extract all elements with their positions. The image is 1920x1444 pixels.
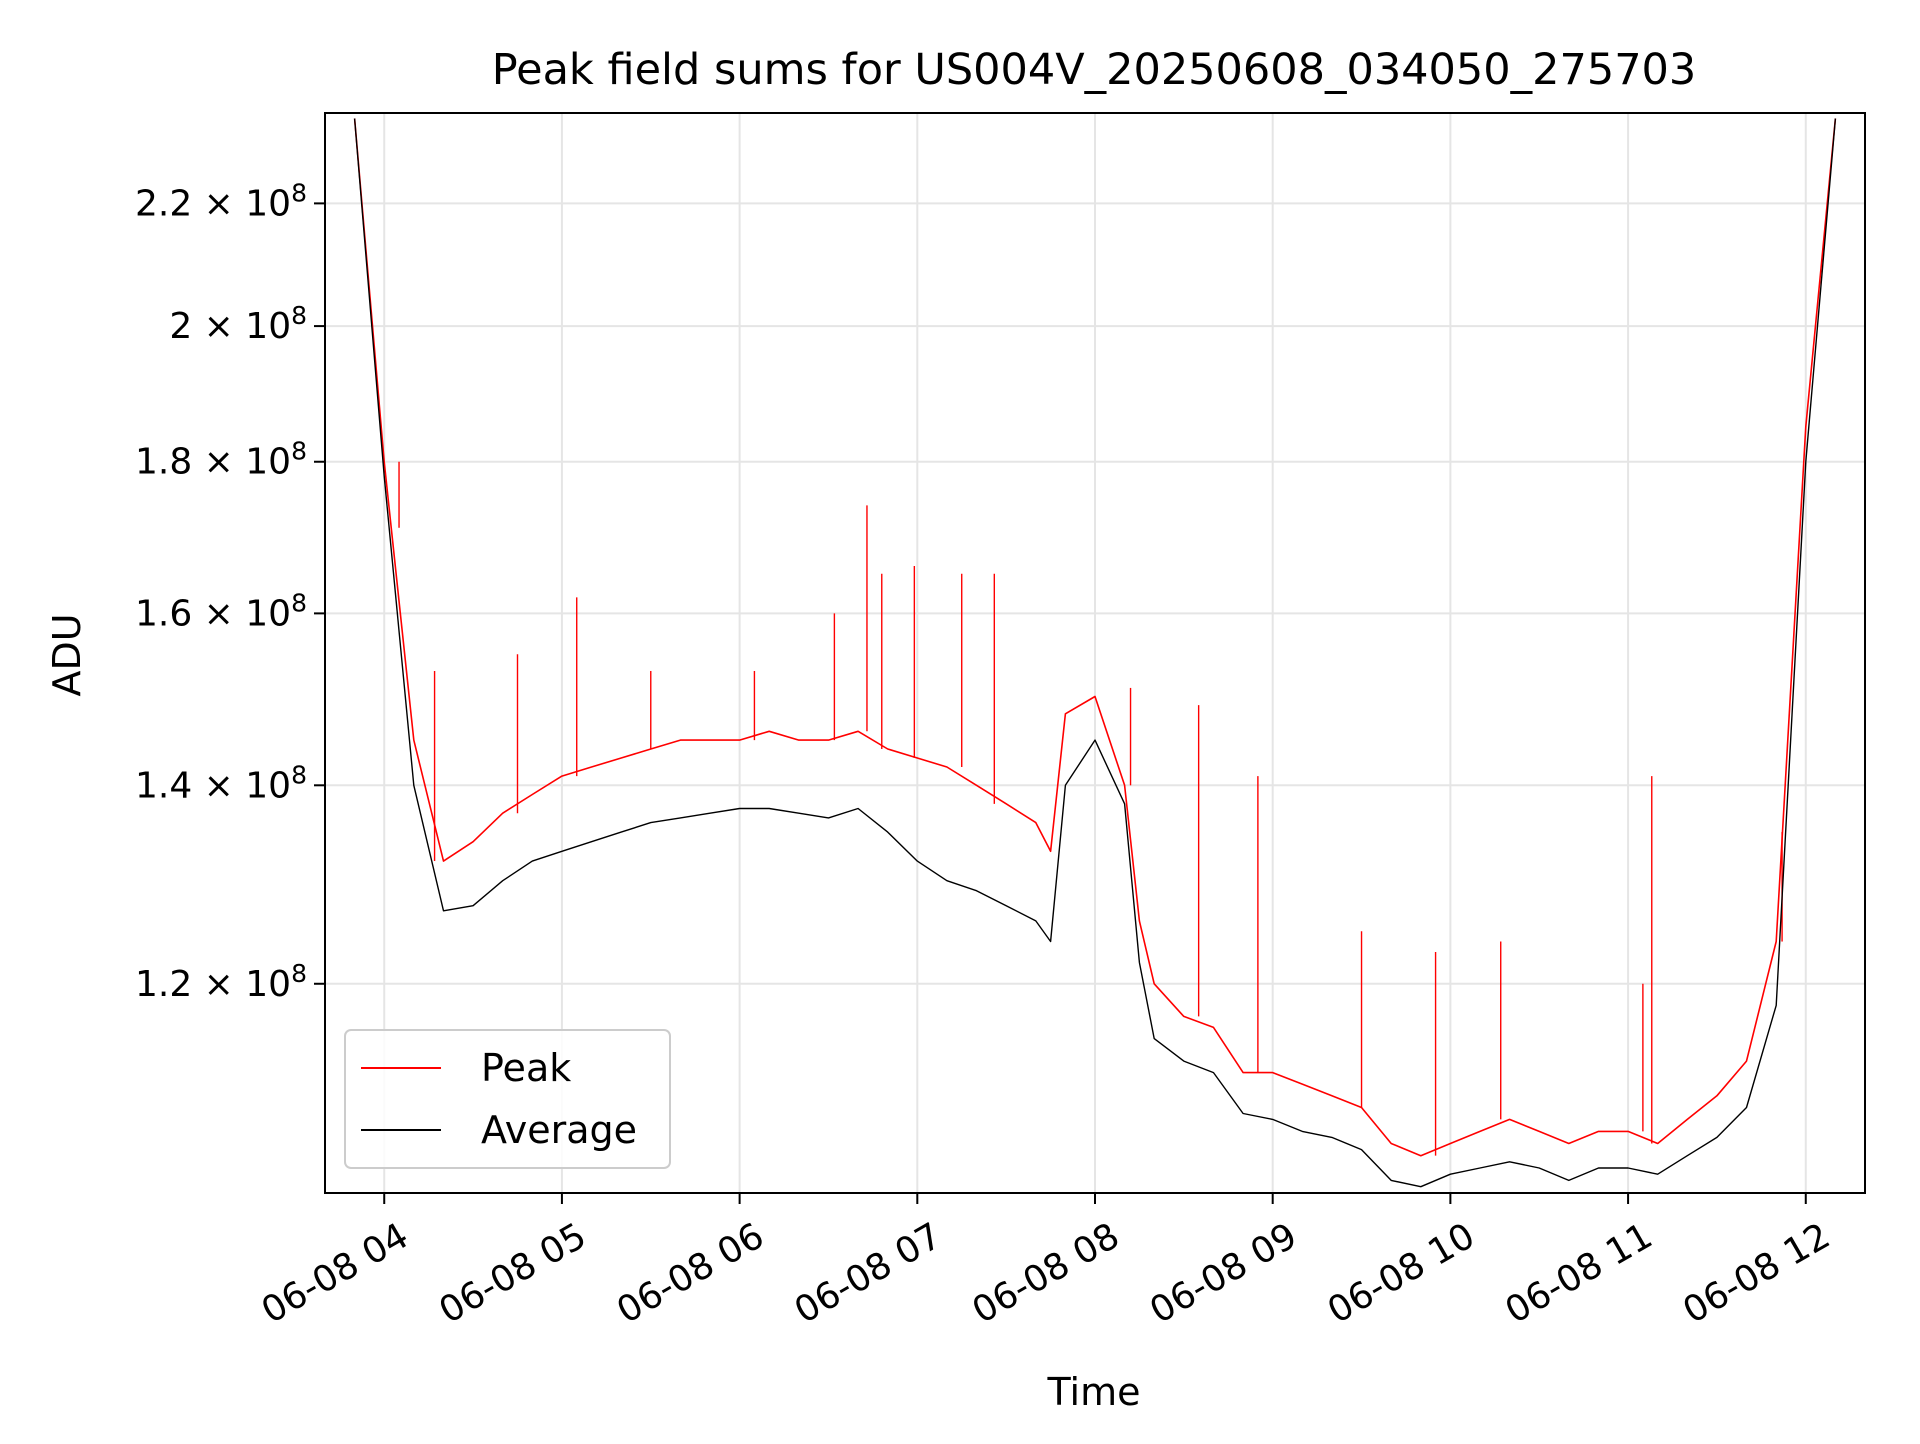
series-line-peak [353,118,1837,1157]
series-layer [353,118,1837,1188]
y-tick-label: 1.2 × 108 [135,958,307,1005]
legend: Peak Average [344,1029,671,1169]
series-line-average [353,118,1837,1188]
y-axis-label: ADU [45,613,89,696]
y-tick-label: 2.2 × 108 [135,178,307,225]
chart-title: Peak field sums for US004V_20250608_0340… [492,45,1697,95]
legend-label-peak: Peak [481,1046,571,1090]
y-axis: 1.2 × 108 1.4 × 108 1.6 × 108 1.8 × 108 2 × … [135,178,325,1005]
y-tick-label: 1.4 × 108 [135,760,307,807]
y-tick-label: 1.6 × 108 [135,588,307,635]
legend-box [344,1029,671,1169]
y-tick-label: 2 × 108 [169,301,307,348]
y-tick-label: 1.8 × 108 [135,436,307,483]
legend-label-average: Average [481,1108,637,1152]
grid-layer [325,113,1865,1193]
x-axis-label: Time [1047,1370,1141,1414]
